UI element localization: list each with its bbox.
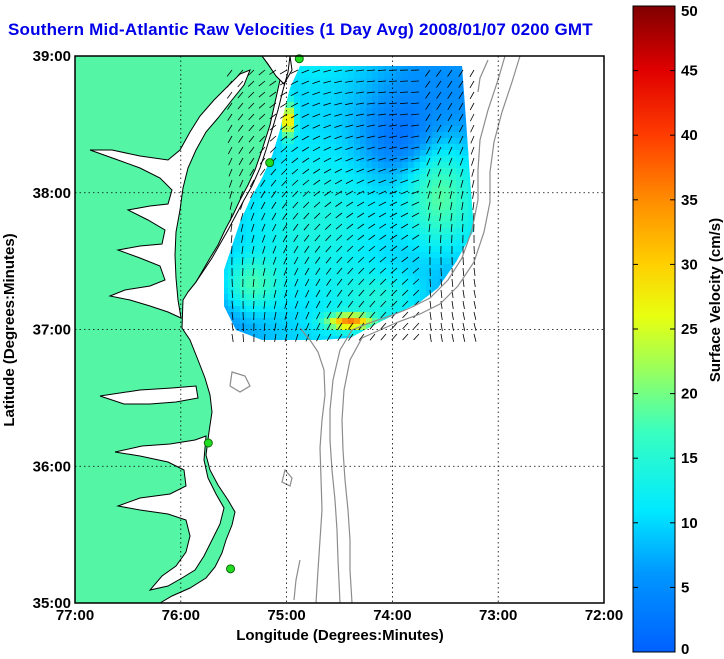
y-tick-label: 39:00 bbox=[33, 48, 71, 65]
colorbar-tick-label: 50 bbox=[681, 3, 698, 20]
y-tick-label: 37:00 bbox=[33, 322, 71, 339]
colorbar-tick-label: 15 bbox=[681, 450, 698, 467]
delaware-bay bbox=[261, 56, 293, 85]
velocity-field bbox=[224, 66, 477, 343]
y-axis-label: Latitude (Degrees:Minutes) bbox=[1, 233, 18, 426]
x-tick-labels: 77:00 76:00 75:00 74:00 73:00 72:00 bbox=[56, 607, 623, 624]
pamlico-sound bbox=[114, 435, 225, 591]
x-tick-label: 76:00 bbox=[162, 607, 200, 624]
map-title: Southern Mid-Atlantic Raw Velocities (1 … bbox=[8, 20, 593, 39]
colorbar-tick-label: 40 bbox=[681, 127, 698, 144]
chesapeake-bay bbox=[89, 69, 251, 319]
albemarle-sound bbox=[99, 385, 199, 405]
colorbar-tick-label: 35 bbox=[681, 192, 698, 209]
colorbar-tick-label: 25 bbox=[681, 321, 698, 338]
y-tick-labels: 35:00 36:00 37:00 38:00 39:00 bbox=[33, 48, 71, 612]
colorbar bbox=[632, 5, 676, 653]
colorbar-tick-label: 20 bbox=[681, 386, 698, 403]
y-tick-label: 36:00 bbox=[33, 458, 71, 475]
colorbar-tick-label: 30 bbox=[681, 256, 698, 273]
x-tick-label: 77:00 bbox=[56, 607, 94, 624]
colorbar-tick-label: 5 bbox=[681, 579, 689, 596]
plot-frame bbox=[74, 55, 605, 604]
colorbar-tick-label: 45 bbox=[681, 63, 698, 80]
x-tick-label: 73:00 bbox=[479, 607, 517, 624]
y-tick-label: 35:00 bbox=[33, 595, 71, 612]
station-marker bbox=[226, 564, 236, 574]
x-tick-label: 74:00 bbox=[373, 607, 411, 624]
grid-lines bbox=[75, 56, 604, 603]
y-tick-label: 38:00 bbox=[33, 185, 71, 202]
x-tick-label: 75:00 bbox=[267, 607, 305, 624]
station-marker bbox=[203, 438, 213, 448]
colorbar-tick-label: 10 bbox=[681, 515, 698, 532]
colorbar-ticks: 0 5 10 15 20 25 30 35 40 45 50 bbox=[633, 3, 698, 658]
colorbar-label: Surface Velocity (cm/s) bbox=[707, 218, 724, 382]
colorbar-tick-label: 0 bbox=[681, 641, 689, 658]
bathymetry-contours bbox=[229, 56, 521, 603]
x-tick-label: 72:00 bbox=[585, 607, 623, 624]
x-axis-label: Longitude (Degrees:Minutes) bbox=[236, 627, 444, 644]
station-marker bbox=[265, 158, 275, 168]
delmarva-coast bbox=[187, 56, 291, 293]
